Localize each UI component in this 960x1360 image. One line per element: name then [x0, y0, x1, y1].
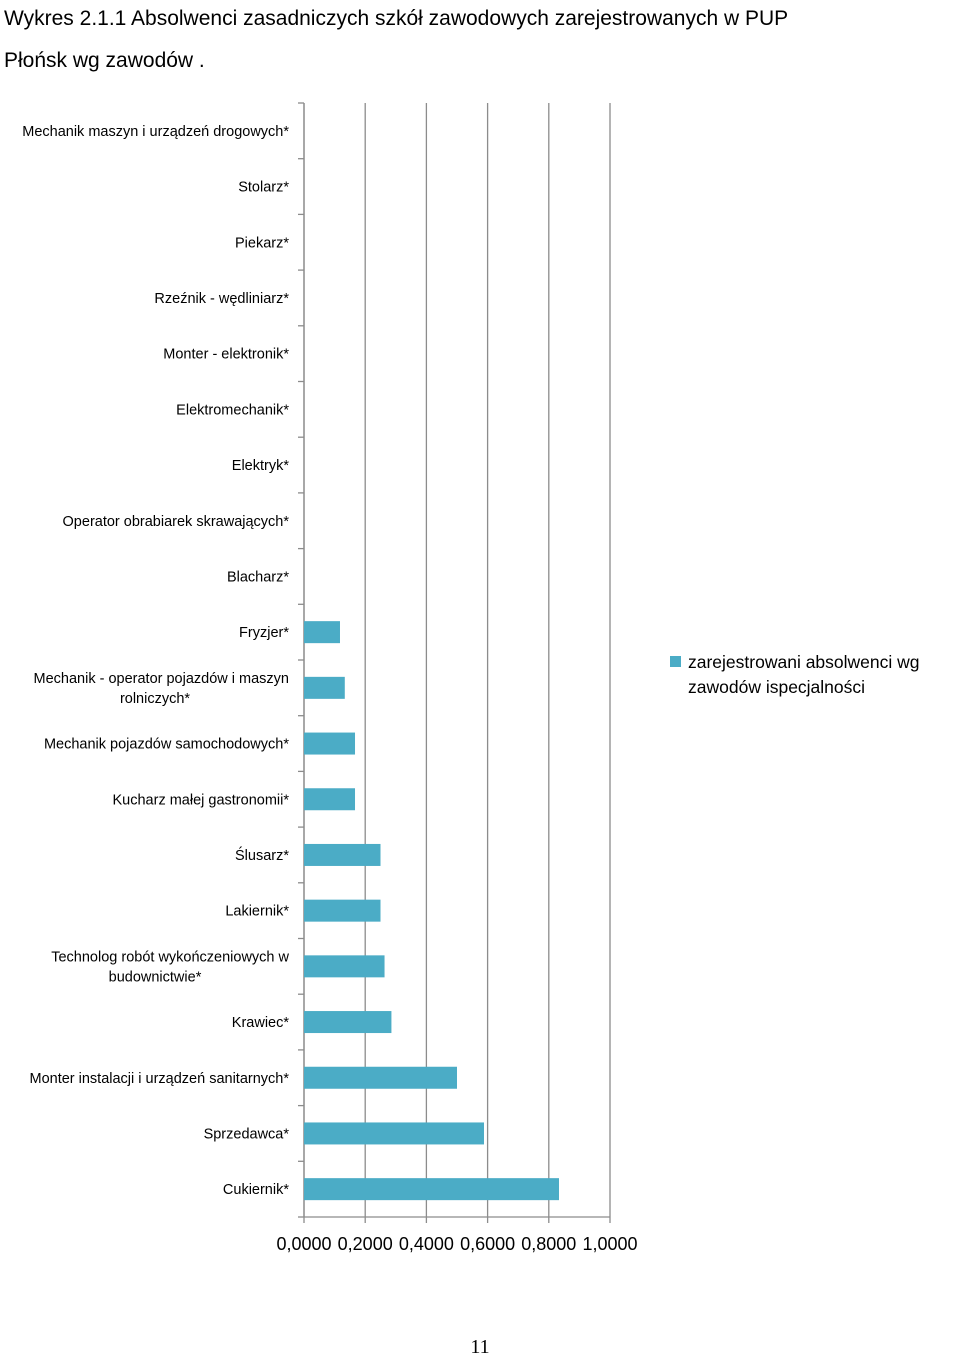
category-label: Monter instalacji i urządzeń sanitarnych… [29, 1071, 289, 1087]
category-label: Operator obrabiarek skrawających* [63, 514, 290, 530]
bar [304, 899, 381, 922]
bar [304, 788, 356, 811]
category-label: Krawiec* [232, 1015, 290, 1031]
category-label: Cukiernik* [223, 1182, 289, 1198]
category-label: Elektromechanik* [176, 402, 289, 418]
category-label: Fryzjer* [239, 625, 289, 641]
x-tick-label: 0,2000 [338, 1234, 393, 1254]
category-label: Ślusarz* [235, 846, 289, 864]
category-label: Sprzedawca* [204, 1126, 290, 1142]
chart-title-line-1: Wykres 2.1.1 Absolwenci zasadniczych szk… [4, 7, 789, 30]
x-tick-label: 0,6000 [460, 1234, 515, 1254]
page-number: 11 [470, 1336, 490, 1358]
x-tick-label: 1,0000 [582, 1234, 637, 1254]
category-label: Rzeźnik - wędliniarz* [154, 291, 289, 307]
bar [304, 1011, 392, 1034]
bar [304, 621, 340, 644]
category-label: Mechanik - operator pojazdów i maszyn [34, 671, 289, 687]
bar [304, 676, 345, 699]
category-label: Monter - elektronik* [163, 347, 289, 363]
chart-legend: zarejestrowani absolwenci wg zawodów isp… [670, 650, 955, 700]
category-label: Blacharz* [227, 569, 289, 585]
bar [304, 955, 385, 978]
chart-title: Wykres 2.1.1 Absolwenci zasadniczych szk… [4, 0, 960, 82]
x-tick-label: 0,0000 [276, 1234, 331, 1254]
category-label: Piekarz* [235, 235, 289, 251]
legend-swatch [670, 656, 681, 667]
category-label: Mechanik pojazdów samochodowych* [44, 737, 289, 753]
category-label: Kucharz małej gastronomii* [113, 792, 290, 808]
category-label: Lakiernik* [225, 904, 289, 920]
category-label: budownictwie* [109, 969, 202, 985]
category-label: Technolog robót wykończeniowych w [51, 949, 289, 965]
bar [304, 843, 381, 866]
bar [304, 1178, 559, 1201]
chart-title-line-2: Płońsk wg zawodów . [4, 49, 205, 72]
legend-label: zarejestrowani absolwenci wg zawodów isp… [688, 652, 920, 697]
bar [304, 732, 356, 755]
bar [304, 1066, 457, 1089]
category-label: Elektryk* [232, 458, 290, 474]
category-label: Stolarz* [238, 180, 289, 196]
x-tick-label: 0,8000 [521, 1234, 576, 1254]
x-tick-label: 0,4000 [399, 1234, 454, 1254]
category-label: Mechanik maszyn i urządzeń drogowych* [22, 124, 289, 140]
bar-chart: 0,0000 0,2000 0,4000 0,6000 0,8000 1,0000 Mech… [22, 102, 638, 1254]
category-label: rolniczych* [120, 691, 190, 707]
bar [304, 1122, 484, 1145]
